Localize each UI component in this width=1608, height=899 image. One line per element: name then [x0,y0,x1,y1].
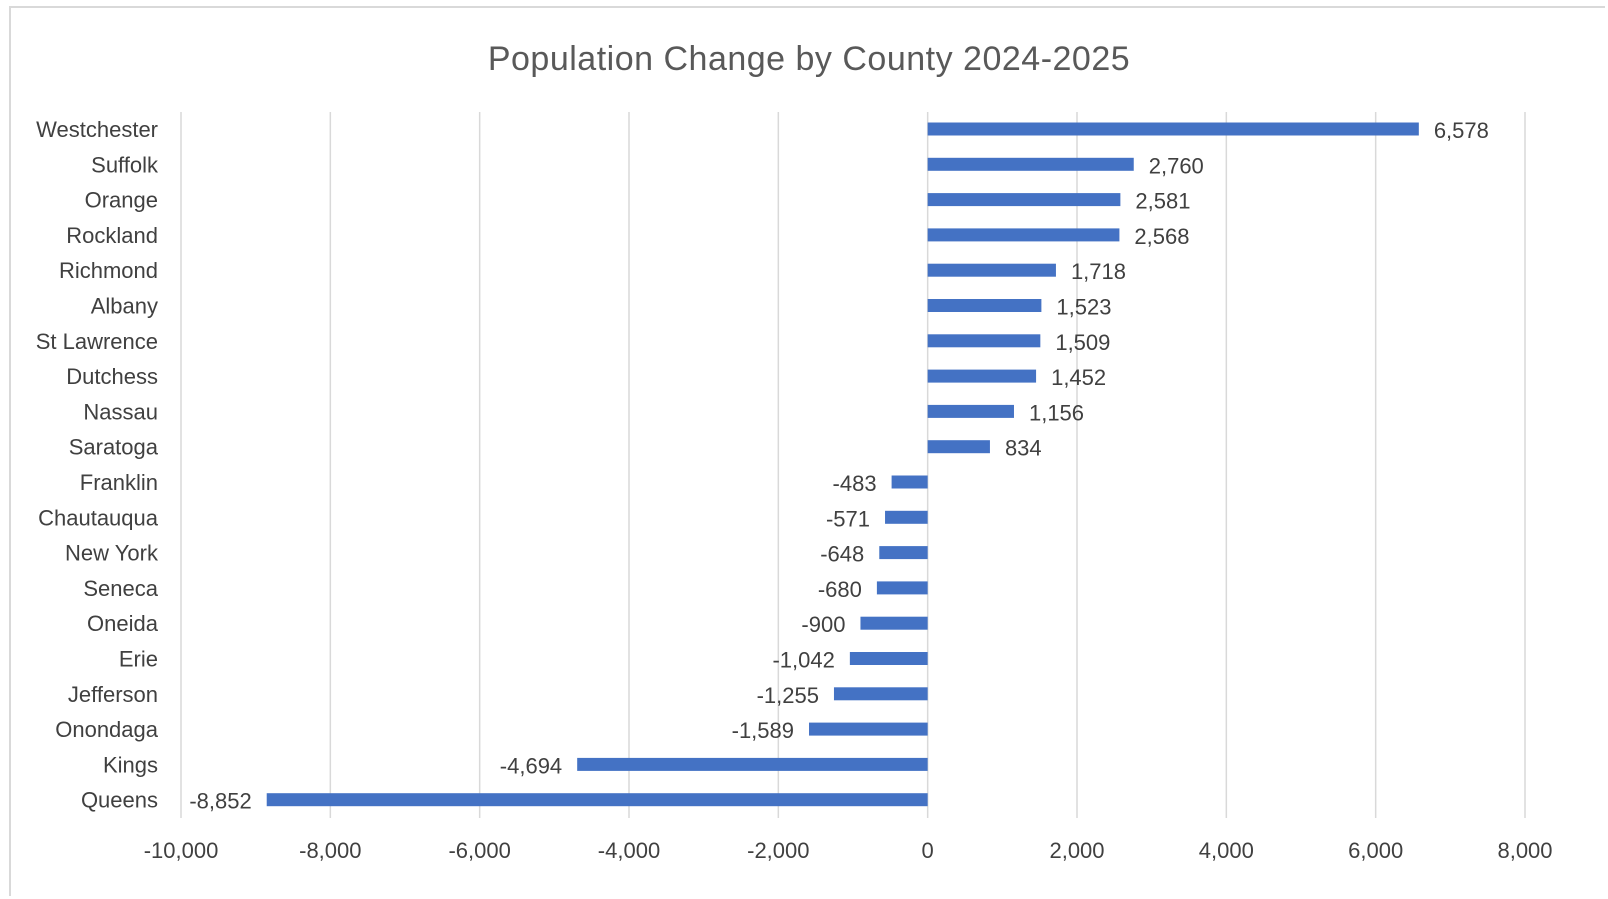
bar [876,581,928,595]
gridlines [180,112,1526,818]
category-label: Suffolk [91,152,159,177]
bar [860,616,928,630]
category-label: Richmond [59,258,158,283]
bar [879,546,928,560]
category-labels: Westchester Suffolk Orange Rockland Richmond… [36,117,159,813]
category-label: New York [65,541,159,566]
data-label: 1,452 [1051,365,1106,390]
category-label: Jefferson [68,682,158,707]
data-label: -571 [826,506,870,531]
bar [809,722,928,736]
bar [927,122,1419,136]
x-tick-label: 6,000 [1348,838,1403,863]
data-label: 834 [1005,436,1042,461]
data-label: 1,523 [1056,295,1111,320]
data-labels: 6,578 2,760 2,581 2,568 1,718 1,523 1,509 1,452… [189,118,1489,814]
data-label: 6,578 [1434,118,1489,143]
data-label: 2,568 [1134,224,1189,249]
data-label: -1,589 [732,718,794,743]
bar [927,334,1041,348]
data-label: -648 [820,542,864,567]
chart-title: Population Change by County 2024-2025 [487,40,1131,78]
bar [927,228,1120,242]
category-label: Saratoga [69,435,159,460]
x-tick-label: -4,000 [598,838,660,863]
bar [927,193,1121,207]
bar [927,157,1134,171]
chart-frame: Population Change by County 2024-2025 [9,6,1605,896]
data-label: -1,255 [757,683,819,708]
category-label: Rockland [66,223,158,248]
data-label: 2,760 [1149,153,1204,178]
category-label: Westchester [36,117,158,142]
x-tick-label: 4,000 [1199,838,1254,863]
category-label: Albany [91,294,158,319]
category-label: Seneca [83,576,158,601]
data-label: -4,694 [500,753,562,778]
x-tick-labels: -10,000 -8,000 -6,000 -4,000 -2,000 0 2,000 4,0… [144,838,1553,863]
bar [927,263,1056,277]
x-tick-label: -6,000 [448,838,510,863]
category-label: St Lawrence [36,329,158,354]
category-label: Kings [103,752,158,777]
bar [891,475,928,489]
data-label: -680 [818,577,862,602]
category-label: Franklin [80,470,158,495]
bar [927,299,1042,312]
category-label: Dutchess [66,364,158,389]
x-tick-label: 0 [922,838,934,863]
data-label: 1,509 [1055,330,1110,355]
data-label: -8,852 [189,789,251,814]
data-label: -900 [801,612,845,637]
x-tick-label: -2,000 [747,838,809,863]
category-label: Orange [85,188,158,213]
bars [266,122,1419,807]
category-label: Chautauqua [38,505,159,530]
x-tick-label: 2,000 [1049,838,1104,863]
bar [927,369,1037,383]
category-label: Oneida [87,611,159,636]
data-label: -483 [833,471,877,496]
x-tick-label: 8,000 [1497,838,1552,863]
bar [927,404,1014,418]
bar [927,440,990,454]
bar [266,793,928,807]
category-label: Nassau [83,399,158,424]
category-label: Onondaga [55,717,159,742]
data-label: 2,581 [1135,189,1190,214]
bar [885,510,928,524]
data-label: -1,042 [772,648,834,673]
data-label: 1,156 [1029,400,1084,425]
x-tick-label: -8,000 [299,838,361,863]
bar [577,757,928,771]
category-label: Queens [81,788,158,813]
bar [849,652,928,665]
bar [833,687,928,701]
category-label: Erie [119,647,158,672]
x-tick-label: -10,000 [144,838,219,863]
data-label: 1,718 [1071,259,1126,284]
